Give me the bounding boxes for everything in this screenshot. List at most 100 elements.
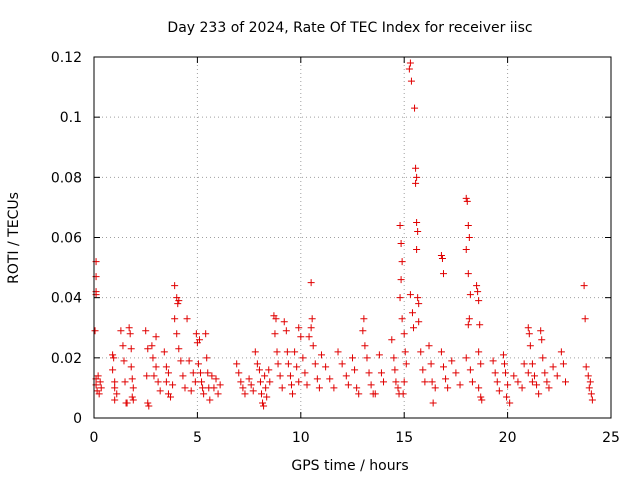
data-point xyxy=(537,327,545,335)
data-point xyxy=(95,390,103,398)
data-point xyxy=(210,384,218,392)
tick-labels: 0 5 10 15 20 25 0 0.02 0.04 0.06 0.08 0.1 0.12 xyxy=(51,50,620,446)
data-point xyxy=(284,360,292,368)
data-point xyxy=(533,381,541,389)
data-point xyxy=(200,390,208,398)
data-point xyxy=(120,357,128,365)
data-point xyxy=(117,327,125,335)
data-point xyxy=(160,348,168,356)
data-point xyxy=(179,372,187,380)
data-point xyxy=(478,396,486,404)
data-point xyxy=(456,381,464,389)
data-point xyxy=(286,372,294,380)
data-point xyxy=(557,348,565,356)
data-point xyxy=(465,234,473,241)
x-tick-label: 15 xyxy=(395,430,413,446)
data-point xyxy=(344,381,352,389)
data-point xyxy=(94,372,102,380)
data-point xyxy=(148,342,156,350)
data-point xyxy=(125,324,133,332)
data-point xyxy=(400,330,408,338)
data-point xyxy=(274,360,282,368)
y-tick-label: 0.06 xyxy=(51,231,82,247)
data-point xyxy=(154,378,162,386)
data-point xyxy=(437,348,445,356)
data-point xyxy=(475,297,483,305)
data-point xyxy=(392,378,400,386)
data-point xyxy=(195,336,203,344)
data-point xyxy=(463,197,471,205)
data-point xyxy=(489,357,497,365)
data-point xyxy=(380,378,388,386)
data-point xyxy=(495,387,503,395)
data-point xyxy=(528,360,536,368)
data-point xyxy=(399,390,407,398)
data-point xyxy=(235,369,243,377)
chart-title: Day 233 of 2024, Rate Of TEC Index for r… xyxy=(167,20,532,36)
data-point xyxy=(342,372,350,380)
data-point xyxy=(363,354,371,362)
data-point xyxy=(162,378,170,386)
data-point xyxy=(144,399,152,407)
data-point xyxy=(396,294,404,302)
data-point xyxy=(307,324,315,332)
data-point xyxy=(295,378,303,386)
data-point xyxy=(491,369,499,377)
data-point xyxy=(261,372,269,380)
data-point xyxy=(280,318,288,326)
data-point xyxy=(413,173,421,181)
data-point xyxy=(549,363,557,371)
data-point xyxy=(580,282,588,290)
data-point xyxy=(351,366,359,374)
data-point xyxy=(123,399,131,407)
data-point xyxy=(514,378,522,386)
data-point xyxy=(466,291,474,299)
data-point xyxy=(152,363,160,371)
data-point xyxy=(452,369,460,377)
data-point xyxy=(439,270,447,278)
data-point xyxy=(245,375,253,383)
data-point xyxy=(584,372,592,380)
data-point xyxy=(502,369,510,377)
data-point xyxy=(111,384,119,392)
data-point xyxy=(299,354,307,362)
data-point xyxy=(398,315,406,323)
data-point xyxy=(375,351,383,359)
data-point xyxy=(289,390,297,398)
data-point xyxy=(97,384,105,392)
x-tick-label: 25 xyxy=(602,430,620,446)
data-point xyxy=(442,375,450,383)
data-point xyxy=(197,369,205,377)
data-point xyxy=(253,360,261,368)
data-point xyxy=(152,333,160,341)
data-point xyxy=(150,372,158,380)
y-tick-label: 0 xyxy=(73,411,82,427)
data-point xyxy=(427,360,435,368)
data-point xyxy=(394,384,402,392)
data-point xyxy=(258,390,266,398)
data-point xyxy=(429,399,437,407)
data-point xyxy=(308,315,316,323)
data-point xyxy=(520,360,528,368)
data-point xyxy=(464,321,472,329)
data-point xyxy=(247,381,255,389)
data-point xyxy=(397,276,405,284)
y-tick-label: 0.04 xyxy=(51,291,82,307)
data-point xyxy=(500,360,508,368)
data-point xyxy=(272,315,280,323)
data-point xyxy=(448,357,456,365)
data-point xyxy=(419,366,427,374)
data-point xyxy=(406,59,414,67)
data-point xyxy=(259,399,267,407)
y-tick-label: 0.1 xyxy=(60,110,82,126)
data-point xyxy=(524,324,532,332)
data-point xyxy=(142,327,150,335)
data-points xyxy=(91,59,596,410)
data-point xyxy=(237,378,245,386)
data-point xyxy=(109,351,117,359)
data-point xyxy=(412,164,420,172)
data-point xyxy=(187,387,195,395)
data-point xyxy=(391,366,399,374)
data-point xyxy=(129,396,137,404)
